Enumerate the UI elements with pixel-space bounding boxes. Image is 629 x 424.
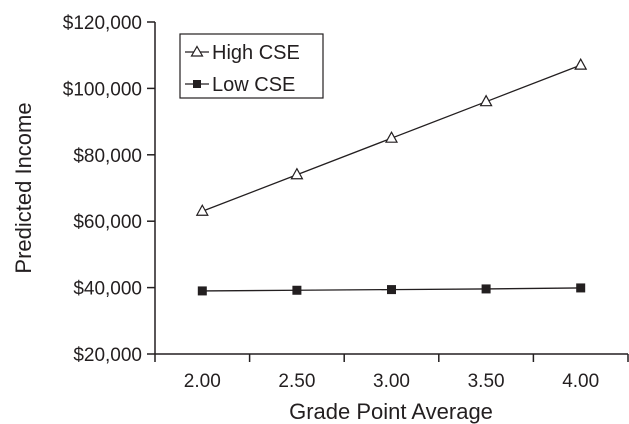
- x-tick-label: 2.00: [184, 371, 221, 392]
- y-tick-label: $20,000: [73, 345, 142, 366]
- y-tick-label: $100,000: [63, 79, 142, 100]
- data-point-high-cse: [290, 167, 304, 180]
- series-layer: [195, 57, 588, 296]
- x-axis-ticks: 2.00 2.50 3.00 3.50 4.00: [154, 354, 629, 392]
- y-tick-label: $40,000: [73, 279, 142, 300]
- data-point-low-cse: [292, 285, 302, 295]
- data-point-high-cse: [574, 57, 588, 70]
- legend-marker-high-cse: [190, 45, 204, 57]
- legend: High CSE Low CSE: [179, 33, 324, 99]
- data-point-high-cse: [195, 203, 209, 216]
- y-axis-ticks: $20,000 $40,000 $60,000 $80,000 $100,000 $120…: [63, 13, 155, 366]
- data-point-low-cse: [481, 284, 491, 294]
- legend-item-low-cse: Low CSE: [185, 74, 295, 96]
- x-tick-label: 2.50: [278, 371, 315, 392]
- y-tick-label: $120,000: [63, 13, 142, 34]
- data-point-low-cse: [197, 286, 207, 296]
- y-axis-title: Predicted Income: [11, 102, 36, 273]
- legend-item-high-cse: High CSE: [185, 42, 300, 64]
- data-point-low-cse: [576, 283, 586, 293]
- x-axis-title: Grade Point Average: [289, 399, 493, 424]
- x-tick-label: 3.00: [373, 371, 410, 392]
- y-tick-label: $80,000: [73, 146, 142, 167]
- legend-marker-low-cse: [193, 80, 201, 88]
- data-point-high-cse: [479, 94, 493, 107]
- x-tick-label: 4.00: [562, 371, 599, 392]
- legend-label-high-cse: High CSE: [212, 42, 300, 64]
- y-tick-label: $60,000: [73, 212, 142, 233]
- legend-box: [179, 33, 324, 99]
- x-tick-label: 3.50: [468, 371, 505, 392]
- data-point-low-cse: [387, 285, 396, 295]
- legend-label-low-cse: Low CSE: [212, 74, 295, 96]
- data-point-high-cse: [384, 130, 399, 143]
